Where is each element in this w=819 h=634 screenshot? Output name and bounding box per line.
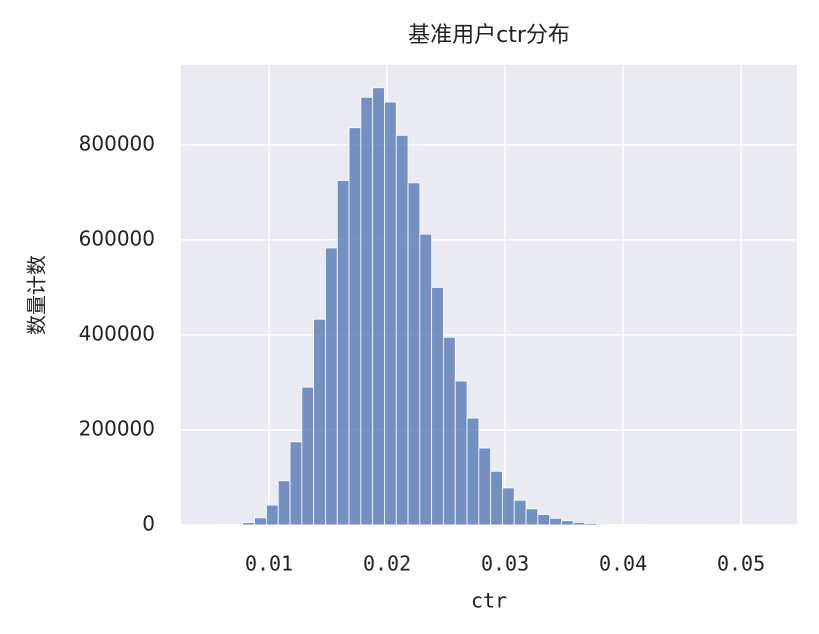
bar [572, 521, 586, 526]
bar [313, 318, 326, 526]
bar [584, 522, 598, 526]
chart-title: 基准用户ctr分布 [408, 23, 570, 48]
bar [360, 96, 374, 526]
bar [348, 127, 362, 526]
bar [525, 508, 539, 526]
bar [372, 87, 385, 526]
bar [608, 524, 621, 526]
bar [443, 336, 456, 526]
y-tick-label: 400000 [79, 321, 155, 345]
bar [325, 247, 338, 526]
bar [490, 470, 503, 526]
bar [242, 522, 256, 526]
bar [254, 517, 267, 526]
bar [596, 523, 610, 526]
x-tick-label: 0.02 [363, 552, 411, 576]
bar [301, 386, 315, 526]
x-axis-label: ctr [471, 589, 507, 613]
bar [454, 380, 468, 526]
bar [336, 180, 350, 526]
bar [478, 447, 492, 526]
bar [537, 514, 551, 526]
bar [289, 441, 303, 526]
bar [230, 523, 244, 526]
bar [277, 480, 291, 526]
bar [466, 417, 480, 526]
y-tick-label: 0 [142, 512, 155, 536]
bar [513, 499, 527, 526]
x-tick-label: 0.01 [245, 552, 293, 576]
bar [266, 504, 279, 526]
y-axis-label: 数量计数 [25, 255, 49, 335]
y-tick-label: 800000 [79, 131, 155, 155]
bar [419, 233, 433, 526]
x-tick-label: 0.03 [481, 552, 529, 576]
bar [561, 520, 574, 526]
x-tick-label: 0.04 [599, 552, 647, 576]
y-tick-label: 600000 [79, 226, 155, 250]
x-tick-label: 0.05 [717, 552, 765, 576]
bar [549, 517, 562, 526]
bar [384, 101, 397, 526]
y-tick-label: 200000 [79, 416, 155, 440]
bar [407, 182, 421, 526]
bar [395, 134, 409, 526]
bar [502, 487, 515, 526]
bar [431, 286, 444, 526]
